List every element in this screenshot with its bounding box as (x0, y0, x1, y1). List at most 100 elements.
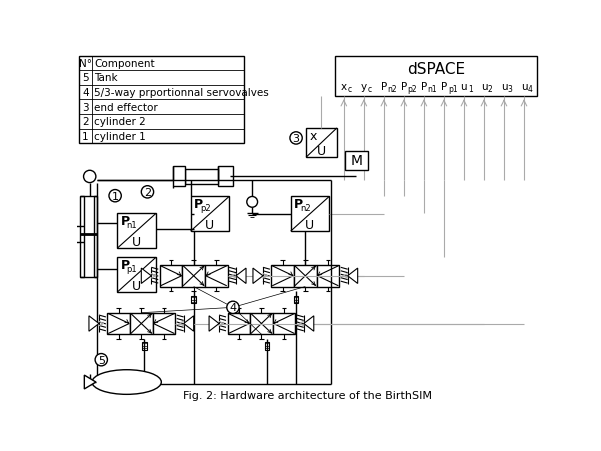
Bar (218, 167, 233, 187)
Circle shape (227, 302, 239, 314)
Bar (344, 152, 368, 170)
Text: U: U (305, 218, 314, 231)
Bar (228, 313, 250, 335)
Text: 4: 4 (528, 85, 532, 94)
Text: P: P (121, 258, 130, 271)
Bar (117, 258, 156, 292)
Text: U: U (132, 235, 141, 248)
Text: 1: 1 (112, 191, 118, 201)
Text: P: P (194, 198, 203, 211)
Text: 3: 3 (508, 85, 513, 94)
Text: dSPACE: dSPACE (407, 62, 465, 77)
Text: 2: 2 (488, 85, 493, 94)
Text: P: P (380, 81, 387, 92)
Text: 1: 1 (468, 85, 472, 94)
Text: p1: p1 (127, 264, 137, 273)
Text: x: x (310, 130, 317, 143)
Text: Fig. 2: Hardware architecture of the BirthSIM: Fig. 2: Hardware architecture of the Bir… (183, 390, 432, 400)
Polygon shape (347, 268, 358, 284)
Text: 2: 2 (144, 188, 151, 198)
Bar (205, 265, 228, 287)
Polygon shape (141, 268, 151, 284)
Bar (160, 265, 182, 287)
Bar (264, 342, 269, 350)
Text: M: M (350, 154, 362, 168)
Text: P: P (441, 81, 447, 92)
Bar (294, 296, 298, 304)
Text: u: u (501, 81, 507, 92)
Circle shape (141, 186, 154, 198)
Text: n2: n2 (388, 85, 397, 94)
Bar (335, 57, 537, 97)
Text: 4: 4 (82, 88, 89, 98)
Bar (250, 313, 273, 335)
Text: 5: 5 (82, 74, 89, 83)
Text: 3: 3 (293, 133, 299, 143)
Text: 3: 3 (82, 102, 89, 112)
Polygon shape (184, 316, 194, 331)
Text: U: U (206, 218, 215, 231)
Text: 5/3-way prportionnal servovalves: 5/3-way prportionnal servovalves (94, 88, 269, 98)
Text: end effector: end effector (94, 102, 158, 112)
Text: c: c (347, 85, 352, 94)
Text: Tank: Tank (94, 74, 118, 83)
Text: p1: p1 (448, 85, 457, 94)
Text: cylinder 1: cylinder 1 (94, 132, 146, 142)
Text: cylinder 2: cylinder 2 (94, 117, 146, 127)
Text: c: c (368, 85, 372, 94)
Text: P: P (294, 198, 303, 211)
Bar (306, 129, 337, 158)
Bar (291, 197, 329, 232)
Text: 5: 5 (98, 355, 105, 365)
Text: 1: 1 (82, 132, 89, 142)
Bar (191, 197, 229, 232)
Bar (81, 196, 84, 277)
Bar (272, 265, 294, 287)
Text: N°: N° (79, 59, 92, 69)
Polygon shape (84, 375, 96, 389)
Circle shape (84, 171, 96, 183)
Text: n1: n1 (127, 220, 137, 229)
Circle shape (247, 197, 258, 208)
Bar (191, 296, 196, 304)
Text: 2: 2 (82, 117, 89, 127)
Polygon shape (304, 316, 314, 331)
Text: P: P (121, 214, 130, 227)
Bar (294, 265, 317, 287)
Text: p2: p2 (407, 85, 417, 94)
Text: u: u (460, 81, 467, 92)
Text: y: y (361, 81, 367, 92)
Bar (173, 167, 185, 187)
Polygon shape (253, 268, 263, 284)
Text: 4: 4 (230, 303, 237, 313)
Text: P: P (401, 81, 407, 92)
Bar (79, 56, 244, 144)
Bar (273, 313, 295, 335)
Circle shape (290, 133, 302, 145)
Bar (317, 265, 339, 287)
Polygon shape (89, 316, 99, 331)
Bar (94, 196, 97, 277)
Bar (117, 214, 156, 249)
Bar (153, 313, 175, 335)
Bar (182, 265, 205, 287)
Ellipse shape (92, 370, 161, 395)
Text: n2: n2 (300, 203, 311, 212)
Text: u: u (520, 81, 527, 92)
Bar (185, 170, 218, 185)
Text: Component: Component (94, 59, 155, 69)
Text: U: U (317, 144, 326, 157)
Polygon shape (236, 268, 246, 284)
Bar (142, 342, 147, 350)
Bar (108, 313, 130, 335)
Text: x: x (341, 81, 347, 92)
Polygon shape (209, 316, 219, 331)
Text: p2: p2 (200, 203, 210, 212)
Text: n1: n1 (428, 85, 438, 94)
Text: u: u (481, 81, 487, 92)
Text: U: U (132, 279, 141, 292)
Text: P: P (421, 81, 427, 92)
Bar (130, 313, 153, 335)
Circle shape (95, 354, 108, 366)
Circle shape (109, 190, 121, 202)
